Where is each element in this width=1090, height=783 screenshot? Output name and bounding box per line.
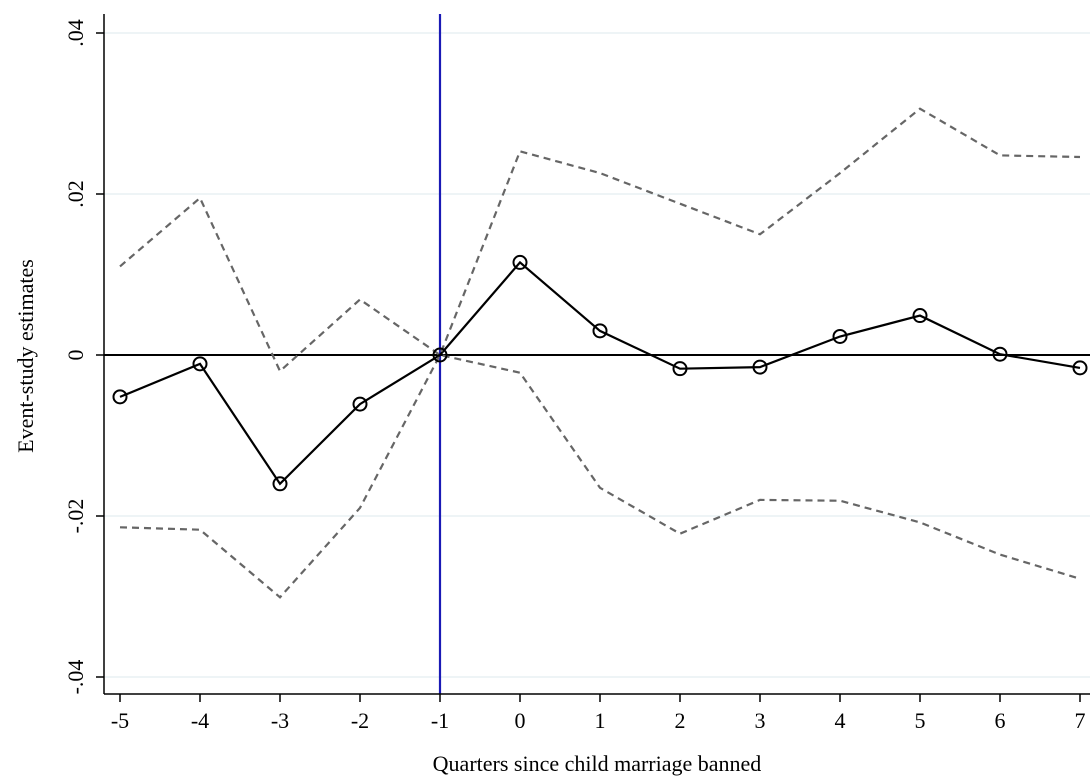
estimate-point bbox=[432, 347, 448, 363]
x-axis-title: Quarters since child marriage banned bbox=[433, 751, 762, 776]
y-tick-label: -.04 bbox=[63, 660, 88, 695]
x-tick-label: 2 bbox=[675, 708, 686, 733]
estimate-point bbox=[1072, 360, 1088, 376]
estimate-point bbox=[352, 396, 368, 412]
estimate-point bbox=[752, 359, 768, 375]
estimate-point bbox=[112, 389, 128, 405]
y-tick-label: -.02 bbox=[63, 499, 88, 534]
x-tick-label: -3 bbox=[271, 708, 289, 733]
y-tick-label: .04 bbox=[63, 19, 88, 47]
axes bbox=[96, 14, 1090, 702]
upper-ci-line bbox=[119, 107, 1081, 373]
y-tick-label: .02 bbox=[63, 180, 88, 208]
x-tick-label: 6 bbox=[995, 708, 1006, 733]
estimate-markers bbox=[112, 254, 1088, 492]
x-tick-label: -1 bbox=[431, 708, 449, 733]
reference-lines bbox=[104, 14, 1090, 694]
x-tick-label: 7 bbox=[1075, 708, 1086, 733]
y-tick-label: 0 bbox=[63, 350, 88, 361]
x-tick-label: 5 bbox=[915, 708, 926, 733]
estimate-point bbox=[512, 254, 528, 270]
estimate-point bbox=[672, 361, 688, 377]
y-axis-title: Event-study estimates bbox=[13, 259, 38, 453]
x-tick-label: -5 bbox=[111, 708, 129, 733]
estimate-point bbox=[592, 323, 608, 339]
lower-ci-line bbox=[119, 353, 1081, 599]
x-tick-label: 1 bbox=[595, 708, 606, 733]
estimate-point bbox=[912, 308, 928, 324]
estimate-point bbox=[272, 476, 288, 492]
estimate-point bbox=[992, 346, 1008, 362]
x-tick-label: -2 bbox=[351, 708, 369, 733]
x-tick-label: 0 bbox=[515, 708, 526, 733]
x-tick-label: -4 bbox=[191, 708, 209, 733]
estimate-point bbox=[192, 356, 208, 372]
estimate-point bbox=[832, 328, 848, 344]
tick-labels: -.04 -.02 0 .02 .04 -5 -4 -3 -2 -1 0 1 2 3 4 5 6 7 bbox=[63, 19, 1086, 733]
series-lines bbox=[119, 107, 1081, 599]
estimate-line bbox=[119, 260, 1081, 486]
x-tick-label: 3 bbox=[755, 708, 766, 733]
x-tick-label: 4 bbox=[835, 708, 846, 733]
